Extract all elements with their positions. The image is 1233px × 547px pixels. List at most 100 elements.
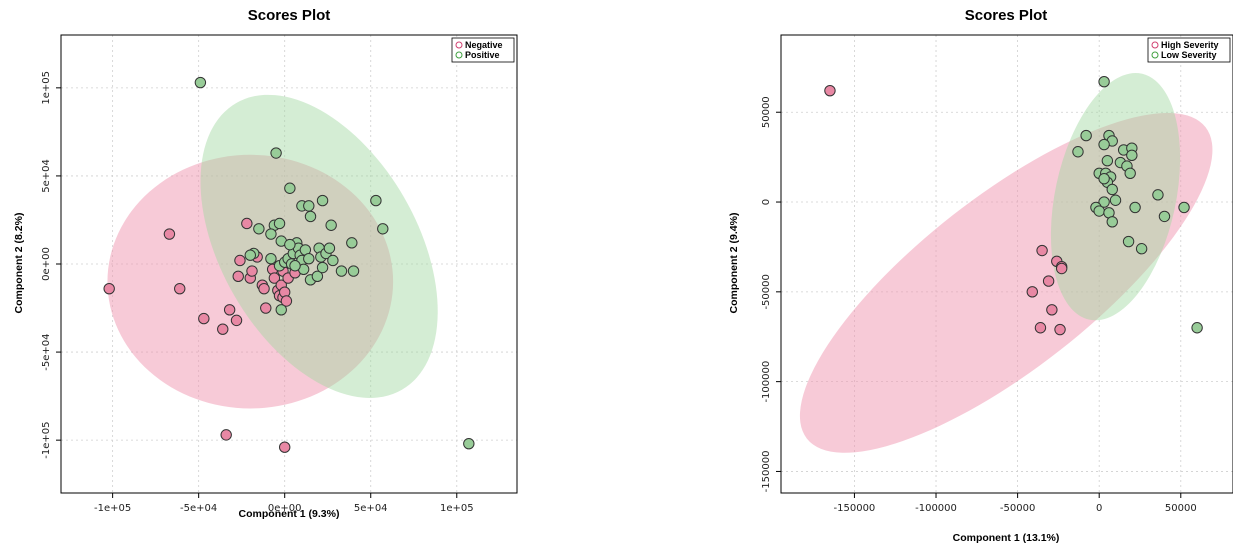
plot1-point-2-13 [253,223,265,235]
plot2-point-2-30 [1135,243,1148,255]
plot1-ytick-label-2: 0e+00 [41,247,52,281]
plot1-xtick-label-3: 5e+04 [354,503,388,514]
plot2-xtick-label-3: 0 [1096,503,1102,514]
plot1-point-2-12 [273,217,286,230]
plot2-point-2-18 [1106,183,1118,196]
plot2-point-1-2 [1036,244,1048,257]
plot2-legend-box [1147,37,1231,63]
plot1-point-1-8 [230,314,243,327]
plot2-point-1-7 [1026,286,1038,298]
plot2-point-2-6 [1072,146,1084,158]
plot1-legend-label-2: Positive [465,50,500,60]
plot2-xtick-label-4: 50000 [1165,503,1197,514]
plot1-point-2-42 [275,304,287,316]
plot2-x-axis-label: Component 1 (13.1%) [953,532,1060,544]
plot1-point-1-16 [258,282,270,295]
plot1-legend-marker-1 [455,41,463,49]
plot2-legend-marker-2 [1151,51,1159,59]
plot1-point-2-1 [194,76,207,89]
plot2-confidence-ellipse-1 [799,112,1213,453]
plot2-point-2-19 [1109,194,1122,206]
plot2-ytick-label-3: 0 [761,199,772,205]
plot1-point-2-5 [303,200,315,212]
plot1-point-2-8 [377,223,389,235]
plot1-xtick-label-0: -1e+05 [94,503,131,514]
plot1-point-1-3 [174,282,186,295]
plot1-point-2-9 [304,210,317,223]
plot1-ytick-label-4: 1e+05 [41,71,52,105]
plot1-point-2-7 [370,194,382,207]
plot1-point-1-2 [163,228,176,240]
plot1-point-1-13 [246,265,258,277]
plot1-point-1-19 [268,272,281,284]
plot2-xtick-label-2: -50000 [1000,503,1035,514]
plot2-point-1-8 [1046,304,1058,316]
plot1-point-2-6 [316,194,329,207]
plot1-point-2-14 [265,228,277,240]
plot2-point-2-29 [1122,235,1135,248]
plot1-legend-label-1: Negative [465,40,503,50]
plot1-point-2-18 [265,253,277,265]
plot2-point-1-1 [824,84,836,97]
plot1-point-2-37 [323,242,336,254]
plot2-point-2-1 [1098,75,1110,88]
plot1-x-axis-label: Component 1 (9.3%) [239,508,340,520]
plot2-point-2-2 [1080,129,1092,142]
plot2-legend-label-1: High Severity [1161,40,1219,50]
plot1-point-1-10 [234,254,246,267]
plot2-ellipses [799,73,1213,453]
plot1-y-axis-label: Component 2 (8.2%) [13,213,25,314]
plot1-point-1-17 [260,302,272,314]
plot1-xtick-label-1: -5e+04 [180,503,217,514]
plot2-point-2-10 [1101,155,1114,167]
plot2-ytick-label-1: -100000 [761,361,772,403]
plot1-ytick-label-3: 5e+04 [41,159,52,193]
plot2-point-1-10 [1054,323,1066,336]
plot2-frame [780,34,1233,494]
plot2-ytick-label-4: 50000 [761,96,772,128]
plot1-panel: -1e+05 -5e+04 0e+00 5e+04 1e+05 -1e+05 -5e+04 0… [13,7,518,520]
plot2-title: Scores Plot [965,7,1048,24]
plot1-point-2-10 [325,219,337,231]
plot2-point-2-9 [1126,149,1138,162]
plot1-point-1-1 [103,282,115,295]
plot1-point-2-2 [270,147,282,159]
plot1-ytick-label-1: -5e+04 [41,333,52,370]
plot2-panel: -150000 -100000 -50000 0 50000 -150000 -100000… [728,7,1233,544]
plot1-point-2-41 [347,265,360,277]
plot1-point-2-44 [289,260,301,272]
plot2-point-2-28 [1158,210,1171,223]
plot1-point-2-3 [284,182,296,194]
plot1-point-2-17 [244,249,256,261]
plot1-point-2-45 [284,238,296,251]
plot1-xtick-label-4: 1e+05 [440,503,474,514]
plot1-legend-box [451,37,515,63]
plot2-point-1-5 [1055,262,1068,275]
plot2-series-2 [1072,75,1203,334]
plot2-xtick-label-1: -100000 [915,503,957,514]
plot1-point-2-38 [327,254,339,267]
plot1-point-1-6 [220,429,232,441]
plot1-point-2-30 [303,253,315,265]
plot2-ytick-label-0: -150000 [761,451,772,493]
plot1-legend-marker-2 [455,51,463,59]
plot1-point-2-43 [463,437,475,450]
plot1-point-1-5 [217,323,229,335]
plot1-title: Scores Plot [248,7,331,24]
plot2-point-2-5 [1098,138,1110,151]
plot2-point-1-9 [1034,322,1047,334]
plot2-point-2-23 [1129,201,1141,214]
plot1-point-1-9 [232,270,244,283]
plot2-point-2-24 [1152,189,1164,201]
plot1-point-2-39 [335,265,348,277]
plot2-point-2-32 [1098,172,1110,185]
plot1-point-1-29 [278,441,291,453]
plot2-series-1 [824,84,1068,336]
plot1-xtick-label-2: 0e+00 [268,503,302,514]
plot2-point-2-25 [1178,201,1190,214]
plot1-series-2 [194,76,475,450]
plot1-point-1-26 [280,295,293,307]
